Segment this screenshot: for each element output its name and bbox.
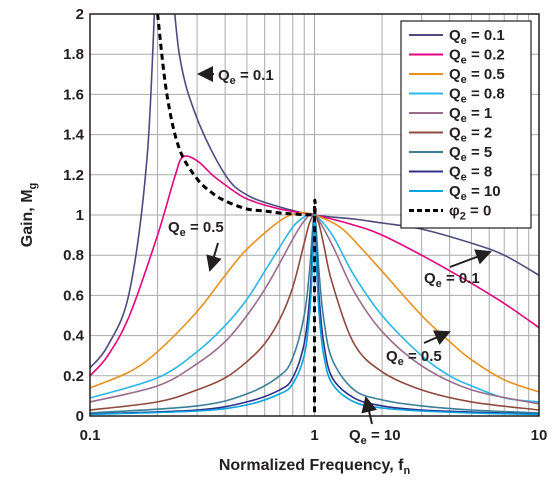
x-tick-label: 0.1: [80, 427, 101, 444]
y-tick-label: 1.4: [63, 127, 85, 144]
annotation-label: Qe = 0.1: [424, 270, 480, 290]
axis-titles: Normalized Frequency, fn Gain, Mg: [19, 183, 410, 477]
series-line-6: [90, 214, 539, 411]
series-line-2: [90, 155, 539, 377]
legend-label: Qe = 0.2: [449, 47, 505, 67]
annotation-label: Qe = 0.5: [386, 348, 442, 368]
series-layer: [90, 14, 539, 416]
y-tick-label: 0.6: [63, 287, 84, 304]
x-tick-label: 1: [310, 427, 318, 444]
annotation-arrow: [449, 249, 492, 268]
plot-frame: [89, 13, 540, 417]
x-tick-label: 10: [531, 427, 548, 444]
legend-label: Qe = 0.1: [449, 27, 505, 47]
legend: Qe = 0.1Qe = 0.2Qe = 0.5Qe = 0.8Qe = 1Qe…: [400, 20, 532, 229]
y-tick-label: 0: [76, 408, 84, 425]
y-tick-label: 1: [76, 207, 84, 224]
series-line-1: [90, 14, 539, 369]
legend-label: Qe = 10: [449, 183, 501, 203]
series-line-9: [90, 214, 539, 416]
series-line-5: [90, 212, 539, 405]
y-tick-label: 2: [76, 6, 84, 23]
annotation-arrows: [197, 66, 492, 425]
y-axis-title: Gain, Mg: [19, 183, 39, 248]
annotation-arrow: [206, 242, 222, 272]
x-axis-title: Normalized Frequency, fn: [219, 457, 411, 477]
y-tick-label: 0.2: [63, 368, 84, 385]
annotation-arrow: [361, 396, 377, 425]
tick-labels: 0 0.2 0.4 0.6 0.8 1 1.2 1.4 1.6 1.8 2 0.1 1 10: [63, 6, 547, 444]
legend-label: Qe = 8: [449, 164, 492, 184]
series-line-7: [90, 214, 539, 414]
y-tick-label: 1.6: [63, 86, 84, 103]
annotation-arrow: [423, 330, 451, 345]
series-line-10: [156, 14, 317, 416]
legend-label: Qe = 1: [449, 105, 492, 125]
y-tick-label: 0.4: [63, 328, 85, 345]
annotation-label: Qe = 0.5: [168, 219, 224, 239]
y-tick-label: 0.8: [63, 247, 84, 264]
annotation-label: Qe = 0.1: [218, 67, 274, 87]
y-tick-label: 1.2: [63, 167, 84, 184]
annotations: Qe = 0.1 Qe = 0.5 Qe = 0.1 Qe = 0.5 Qe = 10: [168, 67, 480, 447]
legend-label: Qe = 0.5: [449, 66, 505, 86]
y-tick-label: 1.8: [63, 46, 84, 63]
legend-label: Qe = 5: [449, 144, 492, 164]
legend-label: Qe = 0.8: [449, 86, 505, 106]
legend-label: Qe = 2: [449, 125, 492, 145]
legend-label: φ2 = 0: [449, 203, 491, 223]
annotation-label: Qe = 10: [349, 427, 401, 447]
